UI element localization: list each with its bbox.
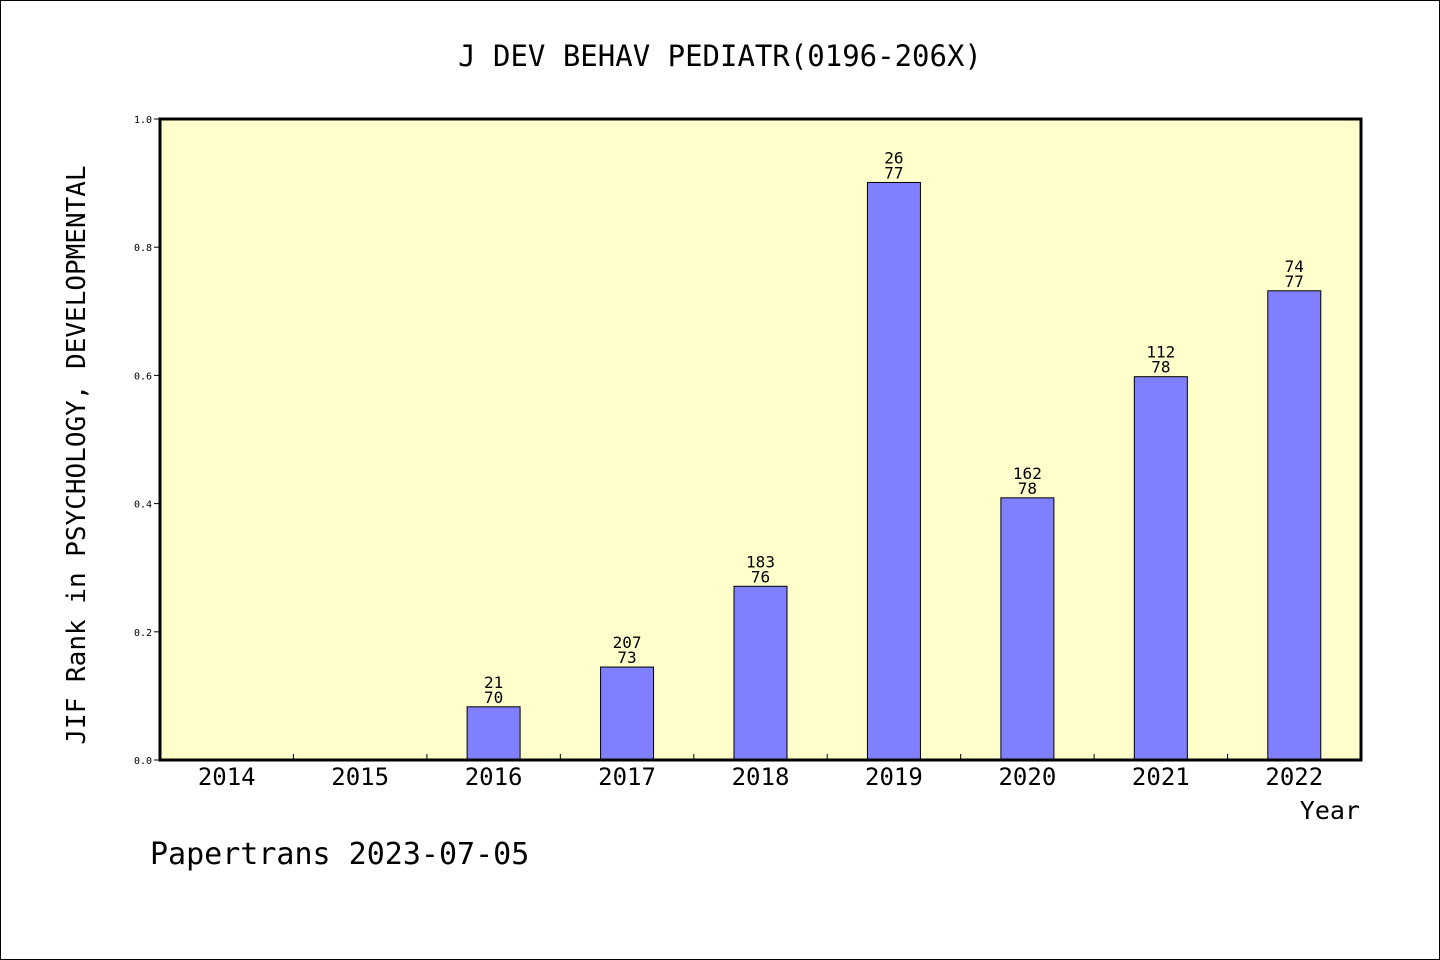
x-tick-label: 2022 (1265, 763, 1323, 791)
plot-border (158, 117, 1363, 762)
bar-rank-label: 183 (746, 552, 775, 571)
bar-total-label: 78 (1018, 479, 1037, 498)
bar (1000, 497, 1055, 761)
bar (600, 666, 655, 761)
chart-title: J DEV BEHAV PEDIATR(0196-206X) (458, 39, 982, 73)
x-tick-label: 2019 (865, 763, 923, 791)
bar-rank-label: 74 (1285, 257, 1304, 276)
x-tick-label: 2017 (598, 763, 656, 791)
y-tick-label: 0.2 (134, 628, 152, 639)
bar-total-label: 77 (1285, 272, 1304, 291)
bar-total-label: 76 (751, 567, 770, 586)
bar-rank-label: 26 (884, 148, 903, 167)
y-tick-label: 0.4 (134, 500, 152, 511)
bar (466, 706, 521, 761)
bar-rank-label: 162 (1013, 464, 1042, 483)
bar-total-label: 77 (884, 163, 903, 182)
bar-total-label: 70 (484, 688, 503, 707)
x-tick-label: 2014 (198, 763, 256, 791)
bar (1267, 290, 1322, 761)
x-tick-label: 2020 (998, 763, 1056, 791)
x-tick-label: 2018 (732, 763, 790, 791)
x-axis-label: Year (1300, 796, 1360, 825)
x-tick-label: 2021 (1132, 763, 1190, 791)
y-axis-label: JIF Rank in PSYCHOLOGY, DEVELOPMENTAL (62, 165, 92, 744)
y-tick-label: 1.0 (134, 115, 152, 126)
bar (866, 181, 921, 761)
bar-rank-label: 207 (613, 633, 642, 652)
bar-rank-label: 112 (1146, 343, 1175, 362)
y-tick-label: 0.0 (134, 756, 152, 767)
bar-total-label: 78 (1151, 358, 1170, 377)
x-tick-label: 2016 (465, 763, 523, 791)
bar-rank-label: 21 (484, 673, 503, 692)
x-tick-label: 2015 (331, 763, 389, 791)
bar (1133, 376, 1188, 761)
bar-total-label: 73 (617, 648, 636, 667)
y-tick-label: 0.6 (134, 371, 152, 382)
y-tick-label: 0.8 (134, 243, 152, 254)
bar (733, 585, 788, 761)
footer-credit: Papertrans 2023-07-05 (150, 837, 529, 872)
